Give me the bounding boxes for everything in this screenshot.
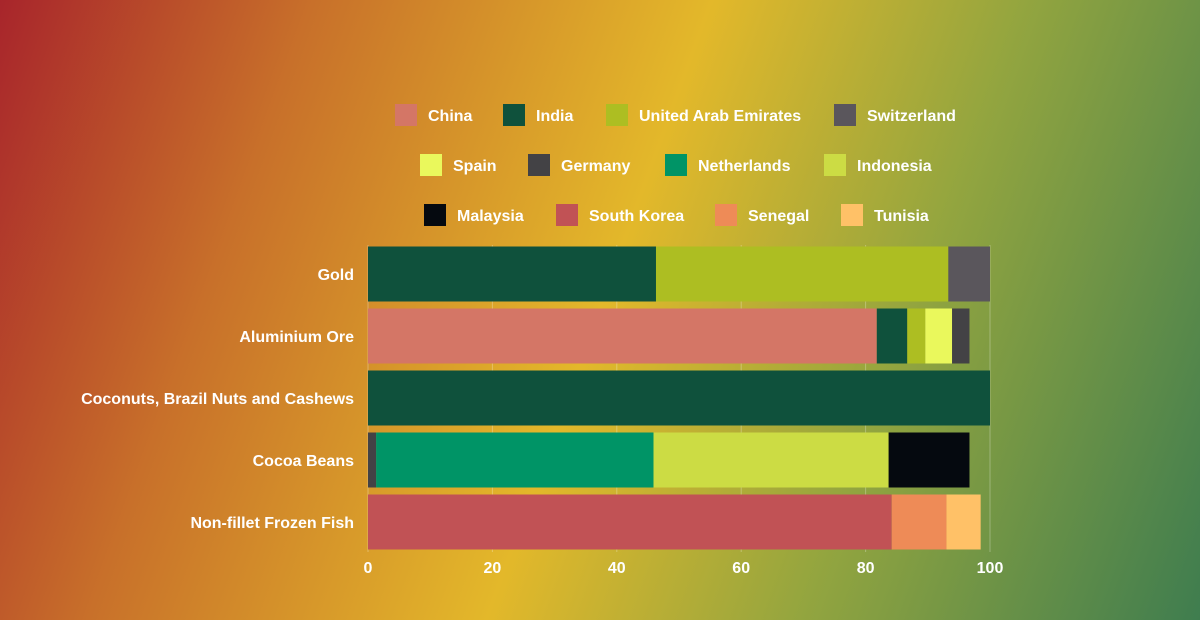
legend: China India United Arab Emirates Switzerlan… bbox=[395, 104, 956, 226]
legend-item-germany: Germany bbox=[528, 154, 630, 176]
bar-cocoa-beans-germany bbox=[368, 432, 377, 488]
legend-item-spain: Spain bbox=[420, 154, 497, 176]
bar-gold-switzerland bbox=[948, 246, 990, 302]
legend-label: Tunisia bbox=[874, 208, 929, 225]
bar-coconuts-brazil-nuts-and-cashews-india bbox=[368, 370, 990, 426]
legend-label: Indonesia bbox=[857, 158, 932, 175]
x-tick-label: 80 bbox=[857, 560, 875, 577]
bar-cocoa-beans-indonesia bbox=[653, 432, 889, 488]
legend-item-netherlands: Netherlands bbox=[665, 154, 791, 176]
category-label: Non-fillet Frozen Fish bbox=[190, 515, 354, 532]
x-tick-label: 20 bbox=[484, 560, 502, 577]
category-label: Cocoa Beans bbox=[253, 453, 354, 470]
bar-aluminium-ore-spain bbox=[925, 308, 953, 364]
legend-label: Senegal bbox=[748, 208, 809, 225]
legend-label: Spain bbox=[453, 158, 497, 175]
legend-swatch bbox=[665, 154, 687, 176]
x-tick-label: 40 bbox=[608, 560, 626, 577]
category-label: Coconuts, Brazil Nuts and Cashews bbox=[81, 391, 354, 408]
category-labels: Gold Aluminium Ore Coconuts, Brazil Nuts a… bbox=[81, 267, 354, 532]
legend-swatch bbox=[528, 154, 550, 176]
x-tick-label: 0 bbox=[364, 560, 373, 577]
legend-label: China bbox=[428, 108, 473, 125]
legend-swatch bbox=[395, 104, 417, 126]
legend-swatch bbox=[715, 204, 737, 226]
bar-non-fillet-frozen-fish-tunisia bbox=[946, 494, 981, 550]
bar-aluminium-ore-china bbox=[368, 308, 877, 364]
legend-swatch bbox=[606, 104, 628, 126]
bar-gold-united-arab-emirates bbox=[655, 246, 949, 302]
legend-label: United Arab Emirates bbox=[639, 108, 801, 125]
legend-item-united-arab-emirates: United Arab Emirates bbox=[606, 104, 801, 126]
legend-item-south-korea: South Korea bbox=[556, 204, 684, 226]
legend-label: Germany bbox=[561, 158, 630, 175]
legend-item-malaysia: Malaysia bbox=[424, 204, 524, 226]
legend-item-switzerland: Switzerland bbox=[834, 104, 956, 126]
legend-label: India bbox=[536, 108, 573, 125]
legend-item-tunisia: Tunisia bbox=[841, 204, 929, 226]
legend-swatch bbox=[834, 104, 856, 126]
legend-item-china: China bbox=[395, 104, 473, 126]
legend-swatch bbox=[556, 204, 578, 226]
bar-aluminium-ore-united-arab-emirates bbox=[907, 308, 926, 364]
bar-non-fillet-frozen-fish-south-korea bbox=[368, 494, 892, 550]
legend-label: South Korea bbox=[589, 208, 684, 225]
bar-cocoa-beans-malaysia bbox=[888, 432, 970, 488]
legend-swatch bbox=[841, 204, 863, 226]
x-tick-label: 100 bbox=[977, 560, 1004, 577]
category-label: Aluminium Ore bbox=[239, 329, 354, 346]
legend-item-senegal: Senegal bbox=[715, 204, 809, 226]
legend-label: Malaysia bbox=[457, 208, 524, 225]
bar-gold-india bbox=[368, 246, 656, 302]
legend-label: Switzerland bbox=[867, 108, 956, 125]
x-axis-ticks: 0 20 40 60 80 100 bbox=[364, 560, 1004, 577]
x-tick-label: 60 bbox=[732, 560, 750, 577]
category-label: Gold bbox=[318, 267, 354, 284]
legend-swatch bbox=[420, 154, 442, 176]
bar-aluminium-ore-india bbox=[876, 308, 908, 364]
legend-swatch bbox=[503, 104, 525, 126]
legend-item-india: India bbox=[503, 104, 573, 126]
legend-label: Netherlands bbox=[698, 158, 791, 175]
legend-swatch bbox=[824, 154, 846, 176]
legend-swatch bbox=[424, 204, 446, 226]
bars bbox=[368, 246, 990, 550]
bar-aluminium-ore-germany bbox=[952, 308, 970, 364]
bar-non-fillet-frozen-fish-senegal bbox=[891, 494, 947, 550]
bar-cocoa-beans-netherlands bbox=[376, 432, 654, 488]
legend-item-indonesia: Indonesia bbox=[824, 154, 932, 176]
